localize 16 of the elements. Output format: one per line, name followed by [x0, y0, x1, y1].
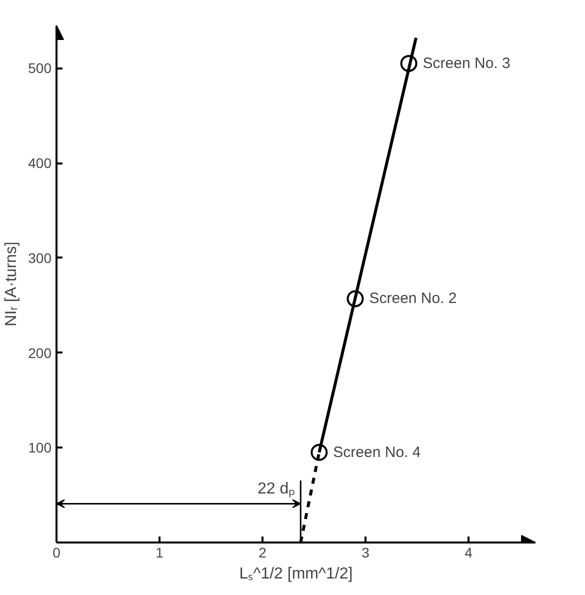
annotation: Screen No. 2 — [369, 290, 457, 308]
y-tick-label: 400 — [28, 155, 52, 172]
x-tick-label: 4 — [464, 544, 473, 560]
x-tick-label: 2 — [258, 544, 267, 560]
x-axis-title: Lₛ^1/2 [mm^1/2] — [239, 566, 353, 582]
y-tick-label: 200 — [28, 344, 52, 361]
x-tick-label: 1 — [156, 544, 164, 560]
annotation: Screen No. 4 — [333, 444, 421, 461]
y-axis-title: NIᵣ [A·turns] — [3, 242, 20, 326]
y-tick-label: 500 — [28, 60, 52, 76]
x-tick-label: 0 — [52, 544, 61, 560]
ref-line-label: 22 dₚ — [257, 480, 295, 498]
x-tick-label: 3 — [362, 544, 370, 560]
y-tick-label: 100 — [28, 440, 52, 456]
annotation: Screen No. 3 — [422, 54, 510, 72]
y-tick-label: 300 — [28, 250, 52, 266]
